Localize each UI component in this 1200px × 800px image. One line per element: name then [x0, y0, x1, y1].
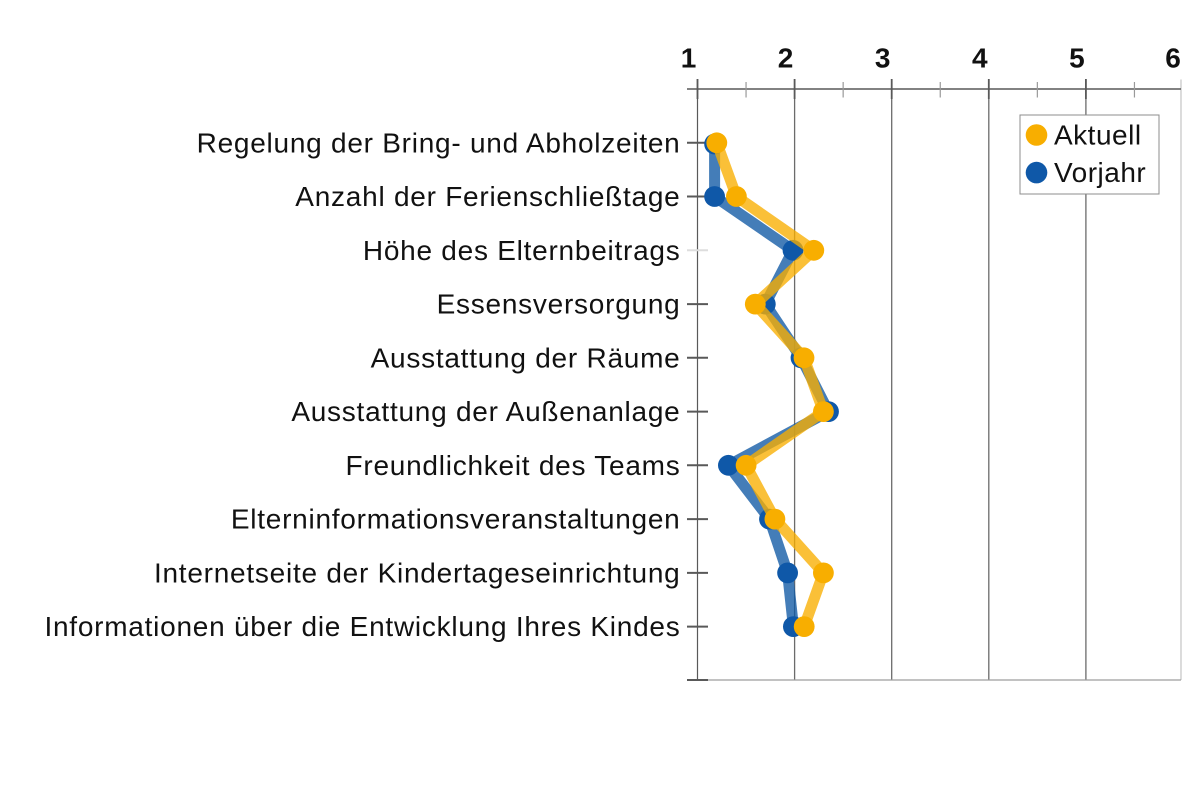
svg-text:Regelung der Bring- und Abholz: Regelung der Bring- und Abholzeiten — [197, 127, 681, 158]
svg-text:Ausstattung der Räume: Ausstattung der Räume — [371, 342, 681, 373]
svg-text:Elterninformationsveranstaltun: Elterninformationsveranstaltungen — [231, 504, 681, 535]
svg-text:3: 3 — [875, 43, 891, 74]
svg-text:2: 2 — [778, 43, 794, 74]
svg-text:Aktuell: Aktuell — [1054, 120, 1142, 151]
svg-text:Internetseite der Kindertagese: Internetseite der Kindertageseinrichtung — [154, 557, 681, 588]
svg-text:4: 4 — [972, 43, 988, 74]
svg-text:Freundlichkeit des Teams: Freundlichkeit des Teams — [346, 450, 681, 481]
svg-text:Vorjahr: Vorjahr — [1054, 157, 1146, 188]
svg-text:Ausstattung der Außenanlage: Ausstattung der Außenanlage — [291, 396, 680, 427]
svg-text:1: 1 — [681, 43, 697, 74]
svg-text:Höhe des Elternbeitrags: Höhe des Elternbeitrags — [363, 235, 681, 266]
svg-text:Essensversorgung: Essensversorgung — [437, 289, 681, 320]
svg-text:5: 5 — [1069, 43, 1085, 74]
svg-text:Anzahl der Ferienschließtage: Anzahl der Ferienschließtage — [295, 181, 680, 212]
svg-text:6: 6 — [1165, 43, 1181, 74]
svg-text:Informationen über die Entwick: Informationen über die Entwicklung Ihres… — [44, 611, 680, 642]
